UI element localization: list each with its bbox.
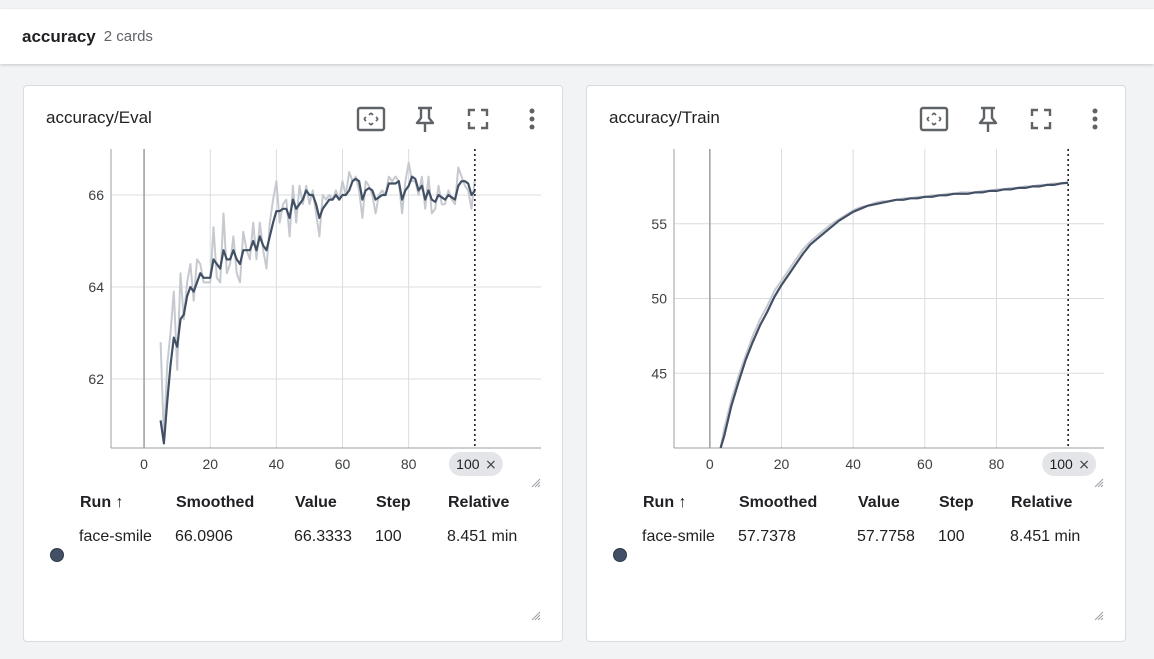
header-run[interactable]: Run ↑: [80, 494, 124, 511]
cell-relative: 8.451 min: [447, 528, 518, 545]
header-relative[interactable]: Relative: [448, 494, 510, 511]
series-raw-line: [719, 181, 1069, 448]
header-smoothed[interactable]: Smoothed: [176, 494, 255, 511]
line-chart-train[interactable]: 45 50 55 0 20 40 60 80 100 ×: [587, 86, 1127, 491]
resize-handle-icon: [1094, 478, 1104, 488]
fit-domain-button[interactable]: [919, 104, 949, 134]
scalar-card-eval: accuracy/Eval 62 64 66 0 20 40 60 80 100 × Run ↑ …: [23, 85, 563, 642]
fullscreen-button[interactable]: [463, 104, 493, 134]
fullscreen-icon: [467, 108, 489, 130]
cell-smoothed: 57.7378: [738, 528, 796, 545]
cell-run: face-smile: [642, 528, 715, 545]
cell-value: 66.3333: [294, 528, 352, 545]
cell-relative: 8.451 min: [1010, 528, 1081, 545]
cell-value: 57.7758: [857, 528, 915, 545]
scalar-card-train: accuracy/Train 45 50 55 0 20 40 60 80 100 × Run ↑…: [586, 85, 1126, 642]
series-raw-line: [159, 161, 476, 440]
header-relative[interactable]: Relative: [1011, 494, 1073, 511]
cell-step: 100: [938, 528, 965, 545]
x-tick-label: 0: [706, 456, 714, 472]
pin-button[interactable]: [410, 104, 440, 134]
fit-domain-icon: [356, 106, 386, 132]
step-cursor-label: 100: [456, 456, 480, 472]
series-group: [719, 181, 1069, 448]
card-resize-handle[interactable]: [531, 611, 541, 621]
resize-handle-icon: [1094, 611, 1104, 621]
card-resize-handle[interactable]: [1094, 611, 1104, 621]
step-cursor-label: 100: [1049, 456, 1073, 472]
x-tick-label: 60: [917, 456, 933, 472]
more-options-button[interactable]: [517, 104, 547, 134]
y-tick-label: 55: [651, 216, 667, 232]
chart-resize-handle[interactable]: [1094, 478, 1104, 488]
line-chart-eval[interactable]: 62 64 66 0 20 40 60 80 100 ×: [24, 86, 564, 491]
y-tick-label: 45: [651, 365, 667, 381]
header-value[interactable]: Value: [858, 494, 900, 511]
step-cursor-chip: [1042, 452, 1097, 476]
x-tick-label: 80: [401, 456, 417, 472]
cell-smoothed: 66.0906: [175, 528, 233, 545]
x-tick-label: 20: [774, 456, 790, 472]
fullscreen-button[interactable]: [1026, 104, 1056, 134]
card-group-header: accuracy 2 cards: [0, 9, 1154, 64]
header-step[interactable]: Step: [376, 494, 411, 511]
card-title: accuracy/Train: [609, 108, 720, 127]
step-cursor-chip: [448, 452, 503, 476]
cell-run: face-smile: [79, 528, 152, 545]
series-smoothed-line: [159, 175, 476, 445]
fit-domain-button[interactable]: [356, 104, 386, 134]
pin-button[interactable]: [973, 104, 1003, 134]
close-icon: ×: [485, 457, 497, 473]
y-tick-label: 62: [88, 371, 104, 387]
series-group: [159, 161, 476, 445]
resize-handle-icon: [531, 478, 541, 488]
cell-step: 100: [375, 528, 402, 545]
header-step[interactable]: Step: [939, 494, 974, 511]
more-vert-icon: [1092, 108, 1098, 130]
pin-icon: [415, 106, 435, 132]
series-smoothed-line: [719, 181, 1069, 448]
header-value[interactable]: Value: [295, 494, 337, 511]
x-tick-label: 40: [845, 456, 861, 472]
y-tick-label: 50: [651, 291, 667, 307]
x-tick-label: 80: [989, 456, 1005, 472]
run-color-swatch[interactable]: [50, 548, 64, 562]
header-run[interactable]: Run ↑: [643, 494, 687, 511]
run-color-swatch[interactable]: [613, 548, 627, 562]
header-smoothed[interactable]: Smoothed: [739, 494, 818, 511]
close-icon: ×: [1078, 457, 1090, 473]
group-title: accuracy: [22, 26, 96, 46]
y-tick-label: 66: [88, 187, 104, 203]
chart-resize-handle[interactable]: [531, 478, 541, 488]
card-title: accuracy/Eval: [46, 108, 152, 127]
x-tick-label: 0: [140, 456, 148, 472]
resize-handle-icon: [531, 611, 541, 621]
fullscreen-icon: [1030, 108, 1052, 130]
y-tick-label: 64: [88, 279, 104, 295]
fit-domain-icon: [919, 106, 949, 132]
more-vert-icon: [529, 108, 535, 130]
x-tick-label: 20: [202, 456, 218, 472]
more-options-button[interactable]: [1080, 104, 1110, 134]
x-tick-label: 60: [335, 456, 351, 472]
group-card-count: 2 cards: [103, 28, 153, 45]
x-tick-label: 40: [269, 456, 285, 472]
pin-icon: [978, 106, 998, 132]
